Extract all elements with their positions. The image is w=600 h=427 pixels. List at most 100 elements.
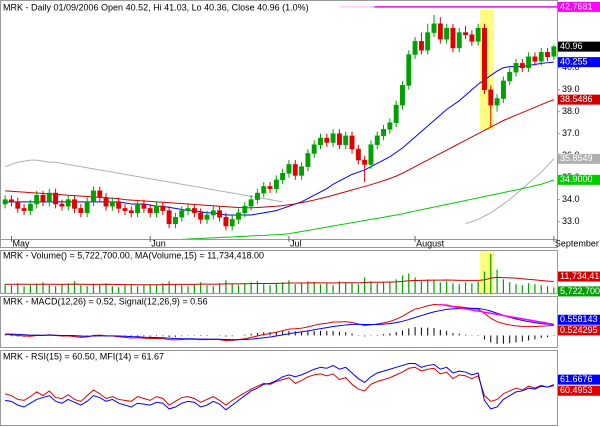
volume-bar [389, 281, 391, 293]
macd-histogram-bar [528, 335, 530, 341]
volume-bar [452, 283, 454, 293]
macd-histogram-bar [143, 335, 145, 337]
indicator-line [5, 61, 554, 216]
macd-histogram-bar [540, 335, 542, 338]
candle-body [65, 199, 71, 207]
candle-body [444, 27, 450, 40]
volume-bar [187, 286, 189, 293]
macd-histogram-bar [244, 334, 246, 336]
volume-bar [370, 281, 372, 293]
macd-histogram-bar [401, 330, 403, 336]
macd-histogram-bar [427, 327, 429, 336]
volume-bar [143, 285, 145, 293]
candle-body [34, 194, 40, 205]
volume-bar [206, 285, 208, 293]
candle-body [551, 46, 557, 57]
macd-histogram-bar [256, 332, 258, 336]
candle-body [406, 54, 412, 86]
value-box [558, 1, 600, 12]
volume-bar [237, 285, 240, 293]
candle-body [526, 56, 532, 68]
volume-bar [17, 283, 19, 293]
candle-body [469, 34, 475, 42]
marks: 33.034.035.036.037.038.039.040.0MayJunJu… [2, 1, 600, 411]
macd-histogram-bar [534, 335, 536, 340]
value-box-label: 0.524295 [560, 325, 598, 335]
candle-body [349, 135, 355, 150]
candle-body [122, 208, 128, 211]
macd-histogram-bar [181, 335, 183, 337]
candle-body [248, 199, 254, 207]
candle-body [437, 23, 443, 40]
candle-body [128, 210, 134, 214]
macd-histogram-bar [483, 335, 485, 340]
volume-bar [364, 277, 366, 293]
volume-bar [439, 282, 441, 293]
volume-bar [4, 284, 6, 293]
y-tick-label: 33.0 [562, 216, 580, 226]
y-tick-label: 37.0 [562, 128, 580, 138]
candle-body [90, 190, 96, 203]
macd-histogram-bar [395, 332, 397, 336]
volume-bar [326, 283, 328, 293]
candle-body [450, 27, 456, 49]
macd-histogram-bar [547, 335, 549, 338]
macd-histogram-bar [10, 335, 12, 337]
candle-body [185, 208, 191, 211]
candle-body [210, 210, 216, 216]
candle-body [53, 192, 59, 205]
volume-bar [502, 279, 504, 293]
value-box-label: 11,734,418 [560, 271, 600, 281]
candle-body [166, 210, 172, 225]
macd-histogram-bar [294, 331, 296, 336]
candle-body [299, 166, 305, 176]
volume-bar [509, 282, 511, 293]
candle-body [84, 201, 90, 214]
candle-body [362, 159, 368, 165]
macd-histogram-bar [509, 335, 511, 344]
macd-histogram-bar [345, 332, 347, 336]
volume-bar [401, 275, 404, 293]
volume-bar [263, 284, 265, 293]
volume-bar [288, 280, 290, 293]
candle-body [261, 186, 267, 194]
macd-histogram-bar [490, 335, 492, 343]
indicator-line [5, 303, 554, 342]
volume-bar [515, 284, 517, 293]
volume-bar [118, 287, 120, 293]
volume-bar [275, 283, 277, 293]
candle-body [488, 89, 494, 106]
candle-body [78, 208, 84, 214]
value-box [558, 374, 600, 385]
candle-body [374, 135, 380, 145]
macd-histogram-bar [17, 335, 19, 337]
macd-histogram-bar [376, 334, 378, 336]
value-box [558, 57, 600, 68]
panel-title: MRK - MACD(12,26) = 0.52, Signal(12,26,9… [3, 296, 208, 306]
candle-body [21, 208, 27, 211]
volume-bar [313, 282, 315, 293]
volume-bar [300, 283, 303, 293]
volume-bar [130, 284, 132, 293]
macd-histogram-bar [206, 335, 208, 337]
volume-bar [376, 283, 378, 293]
candle-body [355, 148, 361, 161]
volume-bar [193, 284, 195, 293]
candle-body [59, 203, 65, 207]
volume-bar [218, 283, 221, 293]
volume-bar [86, 286, 88, 293]
candle-body [311, 144, 317, 154]
macd-histogram-bar [174, 335, 176, 337]
value-box-label: 61.6676 [560, 374, 593, 384]
candle-body [236, 212, 241, 220]
candle-body [456, 32, 462, 49]
volume-bar [427, 279, 429, 293]
macd-histogram-bar [553, 335, 555, 337]
volume-bar [225, 280, 227, 293]
candle-body [109, 201, 115, 207]
value-box [558, 174, 600, 185]
x-tick-label: September [555, 238, 599, 248]
macd-histogram-bar [364, 335, 366, 337]
candle-body [217, 210, 223, 218]
candle-body [223, 216, 229, 227]
